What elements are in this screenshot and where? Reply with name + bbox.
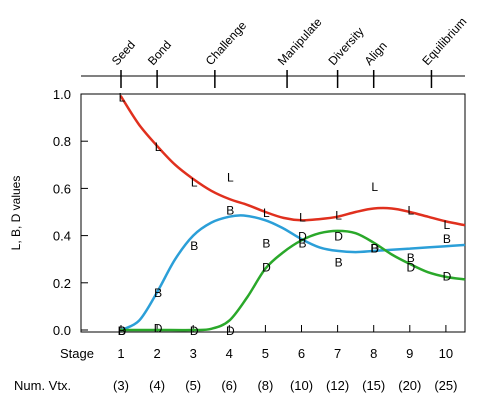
data-point-b: B: [262, 237, 270, 251]
plot-frame: [80, 93, 466, 333]
data-point-l: L: [155, 140, 162, 154]
y-tick-label: 0.4: [53, 229, 71, 244]
x-axis: 1 2 3 4 5 6 7 8 9 10: [117, 325, 453, 361]
vertex-count-label: (10): [290, 378, 313, 393]
data-point-d: D: [154, 322, 163, 336]
data-point-d: D: [370, 241, 379, 255]
data-point-d: D: [334, 230, 343, 244]
data-point-b: B: [154, 286, 162, 300]
vertex-count-label: (5): [185, 378, 201, 393]
y-tick-label: 0.2: [53, 276, 71, 291]
x-tick-label: 8: [370, 346, 377, 361]
vertex-count-label: (4): [149, 378, 165, 393]
data-point-b: B: [118, 324, 126, 338]
y-tick-label: 0.8: [53, 134, 71, 149]
data-point-l: L: [335, 208, 342, 222]
top-stage-label: Equilibrium: [419, 15, 469, 68]
x-tick-label: 1: [117, 346, 124, 361]
x-tick-label: 6: [298, 346, 305, 361]
vertex-count-label: (12): [326, 378, 349, 393]
data-point-l: L: [191, 175, 198, 189]
x-tick-label: 7: [334, 346, 341, 361]
data-point-l: L: [444, 218, 451, 232]
data-point-l: L: [263, 206, 270, 220]
x-tick-label: 2: [153, 346, 160, 361]
top-stage-label: Seed: [109, 38, 138, 68]
y-tick-label: 0.0: [53, 323, 71, 338]
data-point-l: L: [119, 90, 126, 104]
vertex-count-label: (20): [398, 378, 421, 393]
data-point-b: B: [407, 251, 415, 265]
data-point-b: B: [371, 241, 379, 255]
data-point-b: B: [298, 237, 306, 251]
data-point-l: L: [371, 180, 378, 194]
vertex-count-label: (25): [434, 378, 457, 393]
x-tick-label: 3: [190, 346, 197, 361]
stage-row-title: Stage: [60, 346, 94, 361]
top-stage-label: Diversity: [325, 24, 366, 68]
vertex-count-row: (3) (4) (5) (6) (8) (10) (12) (15) (20) (25): [113, 378, 457, 393]
x-tick-label: 4: [226, 346, 233, 361]
vertex-count-label: (3): [113, 378, 129, 393]
vertex-count-label: (15): [362, 378, 385, 393]
x-tick-label: 9: [406, 346, 413, 361]
data-point-d: D: [118, 324, 127, 338]
data-point-b: B: [226, 204, 234, 218]
top-stage-label: Challenge: [203, 18, 250, 68]
data-point-d: D: [298, 230, 307, 244]
x-tick-label: 5: [262, 346, 269, 361]
data-point-l: L: [299, 211, 306, 225]
data-point-b: B: [335, 256, 343, 270]
data-point-d: D: [190, 324, 199, 338]
data-point-l: L: [227, 171, 234, 185]
data-point-l: L: [407, 204, 414, 218]
series-line-d: [119, 229, 466, 332]
y-tick-label: 0.6: [53, 181, 71, 196]
vertex-count-label: (6): [221, 378, 237, 393]
y-tick-label: 1.0: [53, 87, 71, 102]
data-point-d: D: [406, 260, 415, 274]
vertex-count-label: (8): [257, 378, 273, 393]
vertex-row-title: Num. Vtx.: [14, 378, 71, 393]
data-point-d: D: [443, 270, 452, 284]
top-stage-axis: Seed Bond Challenge Manipulate DiversityAlig…: [81, 15, 469, 88]
data-point-d: D: [226, 324, 235, 338]
data-point-b: B: [443, 232, 451, 246]
series-line-b: [119, 214, 466, 332]
data-point-b: B: [190, 239, 198, 253]
y-axis-label: L, B, D values: [9, 176, 23, 251]
top-stage-label: Bond: [145, 38, 174, 68]
series-line-l: [119, 95, 466, 227]
x-tick-label: 10: [439, 346, 453, 361]
top-stage-label: Manipulate: [275, 15, 325, 68]
data-point-d: D: [262, 260, 271, 274]
top-stage-label: Align: [362, 39, 390, 68]
y-axis: 0.0 0.2 0.4 0.6 0.8 1.0: [53, 87, 88, 338]
